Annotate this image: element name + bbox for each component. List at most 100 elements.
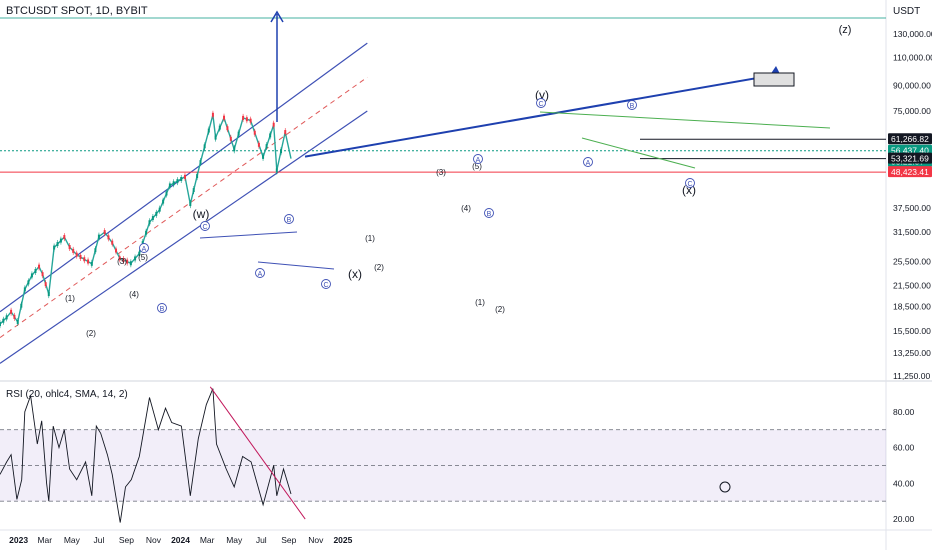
rsi-line [0,388,292,523]
candle-body [249,118,252,123]
price-badge-label: 56,437.40 [891,146,929,156]
candle-body [176,179,179,184]
candle-body [158,207,161,212]
wave-label: (5) [472,162,482,171]
candle-body [90,261,93,266]
candle-body [111,240,114,245]
candle-body [16,319,19,324]
candle-body [155,211,158,216]
candle-body [162,199,165,204]
candle-body [56,242,59,247]
candle-body [138,251,141,256]
price-badge [888,166,932,178]
candle-body [34,269,37,274]
price-axis-label: 13,250.00 [893,348,931,358]
candle-body [189,202,192,207]
candle-body [242,115,245,120]
candle-body [118,256,121,261]
price-badge-label: 48,423.41 [891,167,929,177]
wave-circle [200,221,210,231]
time-axis-label: 2023 [9,535,28,545]
rsi-axis-label: 80.00 [893,407,915,417]
candle-body [63,235,66,240]
wave-label: (1) [475,298,485,307]
price-axis-label: 37,500.00 [893,203,931,213]
channel-mid-line [0,76,368,338]
price-axis-label: 75,000.00 [893,106,931,116]
rsi-axis-label: 60.00 [893,443,915,453]
candle-body [38,264,41,269]
wave-label: C [202,224,207,231]
rsi-axis-label: 20.00 [893,514,915,524]
wave-label: (3) [436,168,446,177]
wedge-line [199,231,298,239]
triangle-line [539,111,831,129]
time-axis-label: Sep [281,535,296,545]
candle-body [223,115,226,120]
candle-body [134,256,137,261]
price-badge-label: 61,266.82 [891,134,929,144]
candle-body [226,126,229,131]
candle-body [83,257,86,262]
target-box [753,72,795,87]
candle-body [122,257,125,262]
wave-circle [157,303,167,313]
price-axis-label: 21,500.00 [893,280,931,290]
candle-body [218,125,221,130]
candle-body [97,234,100,239]
rsi-axis-label: 40.00 [893,478,915,488]
wave-circle [255,268,265,278]
wave-label: A [476,157,481,164]
price-series [0,114,292,325]
channel-lower-line [0,110,368,364]
candle-body [151,216,154,221]
candle-body [180,176,183,181]
wave-label: (y) [535,88,549,102]
candle-body [275,168,278,173]
wave-label: B [287,217,292,224]
time-axis-label: Nov [308,535,324,545]
wave-label: C [687,181,692,188]
time-axis-label: May [226,535,243,545]
candle-body [257,142,260,147]
wave-circle [473,154,483,164]
wave-label: (3) [117,257,127,266]
wave-label: (w) [193,207,210,221]
time-axis-label: Sep [119,535,134,545]
time-axis-label: Mar [200,535,215,545]
candle-body [272,122,275,127]
symbol-title: BTCUSDT SPOT, 1D, BYBIT [6,5,148,17]
candle-body [103,230,106,235]
wave-circle [139,243,149,253]
wave-circle [284,214,294,224]
candle-body [172,181,175,186]
candle-body [168,183,171,188]
price-axis-label: 90,000.00 [893,81,931,91]
price-axis-label: 15,500.00 [893,326,931,336]
candle-body [107,235,110,240]
wave-label: (x) [348,267,362,281]
wave-circle [583,157,593,167]
time-axis-label: Jul [256,535,267,545]
time-axis-label: May [64,535,81,545]
wave-circle [484,208,494,218]
triangle-line [581,137,696,169]
time-axis-label: Nov [146,535,162,545]
candle-body [44,282,47,287]
candle-body [183,174,186,179]
time-axis-label: Mar [37,535,52,545]
candle-body [13,314,16,319]
candle-body [5,315,8,320]
candle-body [23,287,26,292]
currency-label[interactable]: USDT [893,6,921,17]
candle-body [165,191,168,196]
candle-body [253,130,256,135]
candle-body [2,318,5,323]
candle-body [280,149,283,154]
candle-body [145,230,148,235]
candle-body [79,254,82,259]
candle-body [30,273,33,278]
price-axis-label: 18,500.00 [893,301,931,311]
price-axis-label: 130,000.00 [893,29,932,39]
